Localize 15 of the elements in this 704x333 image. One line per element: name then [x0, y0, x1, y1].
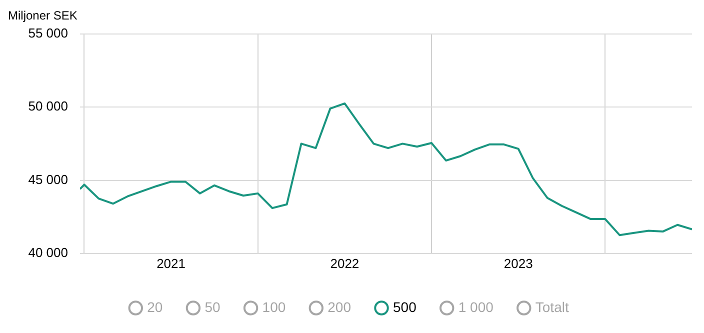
- y-axis-title: Miljoner SEK: [8, 8, 78, 22]
- legend-label: 1 000: [458, 298, 494, 315]
- y-tick-label: 45 000: [28, 172, 68, 187]
- legend-label: 20: [147, 298, 163, 315]
- x-tick-label: 2023: [504, 256, 533, 271]
- y-tick-label: 40 000: [28, 244, 68, 260]
- legend-label: 500: [393, 298, 417, 315]
- legend-label: Totalt: [535, 298, 569, 315]
- x-tick-label: 2022: [330, 256, 360, 271]
- y-tick-label: 55 000: [28, 26, 68, 41]
- legend-label: 100: [262, 298, 286, 315]
- y-tick-label: 50 000: [28, 98, 68, 114]
- x-tick-label: 2021: [156, 256, 186, 271]
- legend-label: 50: [204, 298, 220, 315]
- legend-label: 200: [328, 298, 352, 315]
